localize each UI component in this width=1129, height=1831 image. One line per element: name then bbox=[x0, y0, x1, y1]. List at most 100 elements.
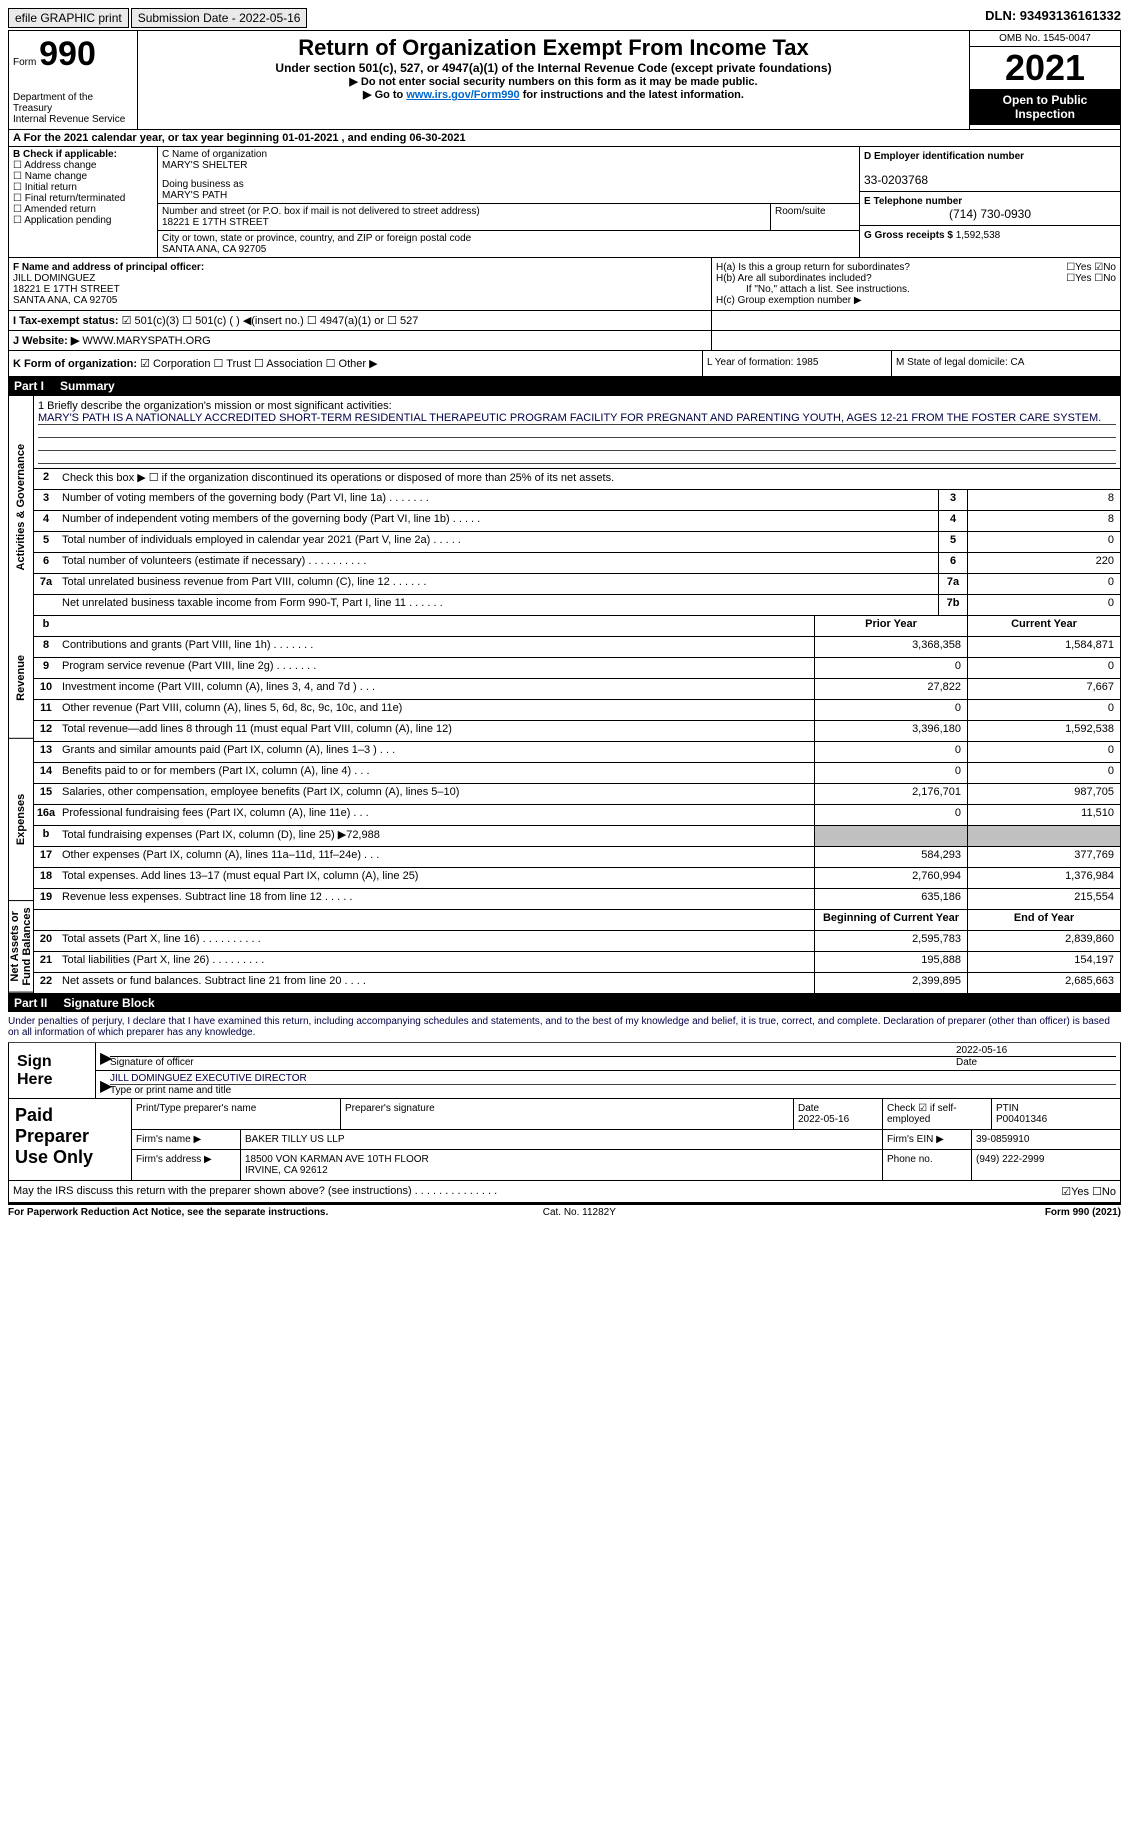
ln8-txt: Contributions and grants (Part VIII, lin… bbox=[58, 637, 814, 657]
footer-mid: Cat. No. 11282Y bbox=[543, 1207, 616, 1218]
b-item-2: Initial return bbox=[25, 182, 77, 193]
ln15-p: 2,176,701 bbox=[814, 784, 967, 804]
j-right bbox=[711, 331, 1120, 350]
paid-row-2: Firm's name ▶ BAKER TILLY US LLP Firm's … bbox=[132, 1130, 1120, 1150]
summary-table: Activities & Governance Revenue Expenses… bbox=[8, 395, 1121, 994]
ha-ans: ☐Yes ☑No bbox=[1066, 262, 1116, 273]
col-hdr-1: b Prior Year Current Year bbox=[34, 615, 1120, 636]
city: SANTA ANA, CA 92705 bbox=[162, 244, 266, 255]
line-2: 2 Check this box ▶ ☐ if the organization… bbox=[34, 468, 1120, 489]
ln17-c: 377,769 bbox=[967, 847, 1120, 867]
ln4-val: 8 bbox=[967, 511, 1120, 531]
part1-title: Summary bbox=[60, 379, 115, 393]
ln19-txt: Revenue less expenses. Subtract line 18 … bbox=[58, 889, 814, 909]
hb-ans: ☐Yes ☐No bbox=[1066, 273, 1116, 284]
gross-row: G Gross receipts $ 1,592,538 bbox=[860, 226, 1120, 245]
b-item-4: Amended return bbox=[24, 204, 96, 215]
street: 18221 E 17TH STREET bbox=[162, 217, 269, 228]
p1e: PTIN P00401346 bbox=[992, 1099, 1120, 1129]
ein-val: 33-0203768 bbox=[864, 173, 928, 187]
j-lbl: J Website: ▶ bbox=[13, 335, 79, 347]
line-21: 21Total liabilities (Part X, line 26) . … bbox=[34, 951, 1120, 972]
ln13-txt: Grants and similar amounts paid (Part IX… bbox=[58, 742, 814, 762]
name-lbl: Type or print name and title bbox=[110, 1085, 231, 1096]
ln21-p: 195,888 bbox=[814, 952, 967, 972]
street-cell: Number and street (or P.O. box if mail i… bbox=[158, 204, 771, 230]
goto-post: for instructions and the latest informat… bbox=[523, 89, 744, 101]
sig-date: 2022-05-16 bbox=[956, 1045, 1116, 1056]
line-13: 13Grants and similar amounts paid (Part … bbox=[34, 741, 1120, 762]
ln2-txt: Check this box ▶ ☐ if the organization d… bbox=[58, 469, 1120, 489]
ln20-txt: Total assets (Part X, line 16) . . . . .… bbox=[58, 931, 814, 951]
ln15-c: 987,705 bbox=[967, 784, 1120, 804]
l-cell: L Year of formation: 1985 bbox=[702, 351, 891, 376]
goto-pre: ▶ Go to bbox=[363, 89, 406, 101]
i-left: I Tax-exempt status: ☑ 501(c)(3) ☐ 501(c… bbox=[9, 311, 711, 330]
officer-city: SANTA ANA, CA 92705 bbox=[13, 295, 117, 306]
officer-street: 18221 E 17TH STREET bbox=[13, 284, 120, 295]
tax-year: 2021 bbox=[970, 47, 1120, 89]
submission-box: Submission Date - 2022-05-16 bbox=[131, 8, 308, 28]
line-16a: 16aProfessional fundraising fees (Part I… bbox=[34, 804, 1120, 825]
ln16b-p bbox=[814, 826, 967, 846]
side-exp: Expenses bbox=[9, 739, 33, 901]
p1b: Preparer's signature bbox=[341, 1099, 794, 1129]
penalty-text: Under penalties of perjury, I declare th… bbox=[8, 1012, 1121, 1043]
officer-box: F Name and address of principal officer:… bbox=[9, 258, 711, 310]
side-rev: Revenue bbox=[9, 617, 33, 739]
p1c: Date 2022-05-16 bbox=[794, 1099, 883, 1129]
paid-row-3: Firm's address ▶ 18500 VON KARMAN AVE 10… bbox=[132, 1150, 1120, 1180]
p3d: (949) 222-2999 bbox=[972, 1150, 1120, 1180]
header-right: OMB No. 1545-0047 2021 Open to Public In… bbox=[969, 31, 1120, 129]
hb-note: If "No," attach a list. See instructions… bbox=[716, 284, 1116, 295]
phone-val: (714) 730-0930 bbox=[864, 207, 1116, 221]
j-left: J Website: ▶ WWW.MARYSPATH.ORG bbox=[9, 331, 711, 350]
form-number: 990 bbox=[39, 35, 96, 73]
street-row: Number and street (or P.O. box if mail i… bbox=[158, 204, 859, 231]
ln10-p: 27,822 bbox=[814, 679, 967, 699]
ha-row: H(a) Is this a group return for subordin… bbox=[716, 262, 1116, 273]
part1-num: Part I bbox=[14, 379, 44, 393]
part2-header: Part II Signature Block bbox=[8, 994, 1121, 1012]
prior-hdr: Prior Year bbox=[814, 616, 967, 636]
ha-lbl: H(a) Is this a group return for subordin… bbox=[716, 262, 910, 273]
form-label: Form bbox=[13, 57, 36, 68]
ln7b-txt: Net unrelated business taxable income fr… bbox=[58, 595, 938, 615]
mission-blank2 bbox=[38, 438, 1116, 451]
officer-h-block: F Name and address of principal officer:… bbox=[8, 258, 1121, 311]
side-ag: Activities & Governance bbox=[9, 396, 33, 617]
paid-body: Print/Type preparer's name Preparer's si… bbox=[132, 1099, 1120, 1180]
line-7b: Net unrelated business taxable income fr… bbox=[34, 594, 1120, 615]
ln11-c: 0 bbox=[967, 700, 1120, 720]
ln14-p: 0 bbox=[814, 763, 967, 783]
warn-line: ▶ Do not enter social security numbers o… bbox=[142, 75, 965, 88]
ln5-txt: Total number of individuals employed in … bbox=[58, 532, 938, 552]
part1-header: Part I Summary bbox=[8, 377, 1121, 395]
current-hdr: Current Year bbox=[967, 616, 1120, 636]
ln8-p: 3,368,358 bbox=[814, 637, 967, 657]
ln8-c: 1,584,871 bbox=[967, 637, 1120, 657]
ln17-txt: Other expenses (Part IX, column (A), lin… bbox=[58, 847, 814, 867]
mission-blank1 bbox=[38, 425, 1116, 438]
line-5: 5 Total number of individuals employed i… bbox=[34, 531, 1120, 552]
line-11: 11Other revenue (Part VIII, column (A), … bbox=[34, 699, 1120, 720]
ln5-box: 5 bbox=[938, 532, 967, 552]
part2-num: Part II bbox=[14, 996, 47, 1010]
ln16a-p: 0 bbox=[814, 805, 967, 825]
discuss-a: ☑Yes ☐No bbox=[1061, 1185, 1116, 1198]
line-20: 20Total assets (Part X, line 16) . . . .… bbox=[34, 930, 1120, 951]
part2-title: Signature Block bbox=[63, 996, 154, 1010]
pointer-icon-2: ▶ bbox=[100, 1076, 110, 1096]
dln: DLN: 93493136161332 bbox=[985, 8, 1121, 28]
ln6-box: 6 bbox=[938, 553, 967, 573]
irs-link[interactable]: www.irs.gov/Form990 bbox=[406, 89, 519, 101]
open-public: Open to Public Inspection bbox=[970, 89, 1120, 125]
p2d: 39-0859910 bbox=[972, 1130, 1120, 1149]
p1a: Print/Type preparer's name bbox=[132, 1099, 341, 1129]
b-item-1: Name change bbox=[25, 171, 87, 182]
b-label: B Check if applicable: bbox=[13, 149, 117, 160]
sign-body: ▶ Signature of officer 2022-05-16 Date ▶… bbox=[96, 1043, 1120, 1098]
dept-label: Department of the Treasury Internal Reve… bbox=[13, 92, 133, 125]
mission-q: 1 Briefly describe the organization's mi… bbox=[38, 400, 392, 412]
org-name-row: C Name of organization MARY'S SHELTER Do… bbox=[158, 147, 859, 204]
